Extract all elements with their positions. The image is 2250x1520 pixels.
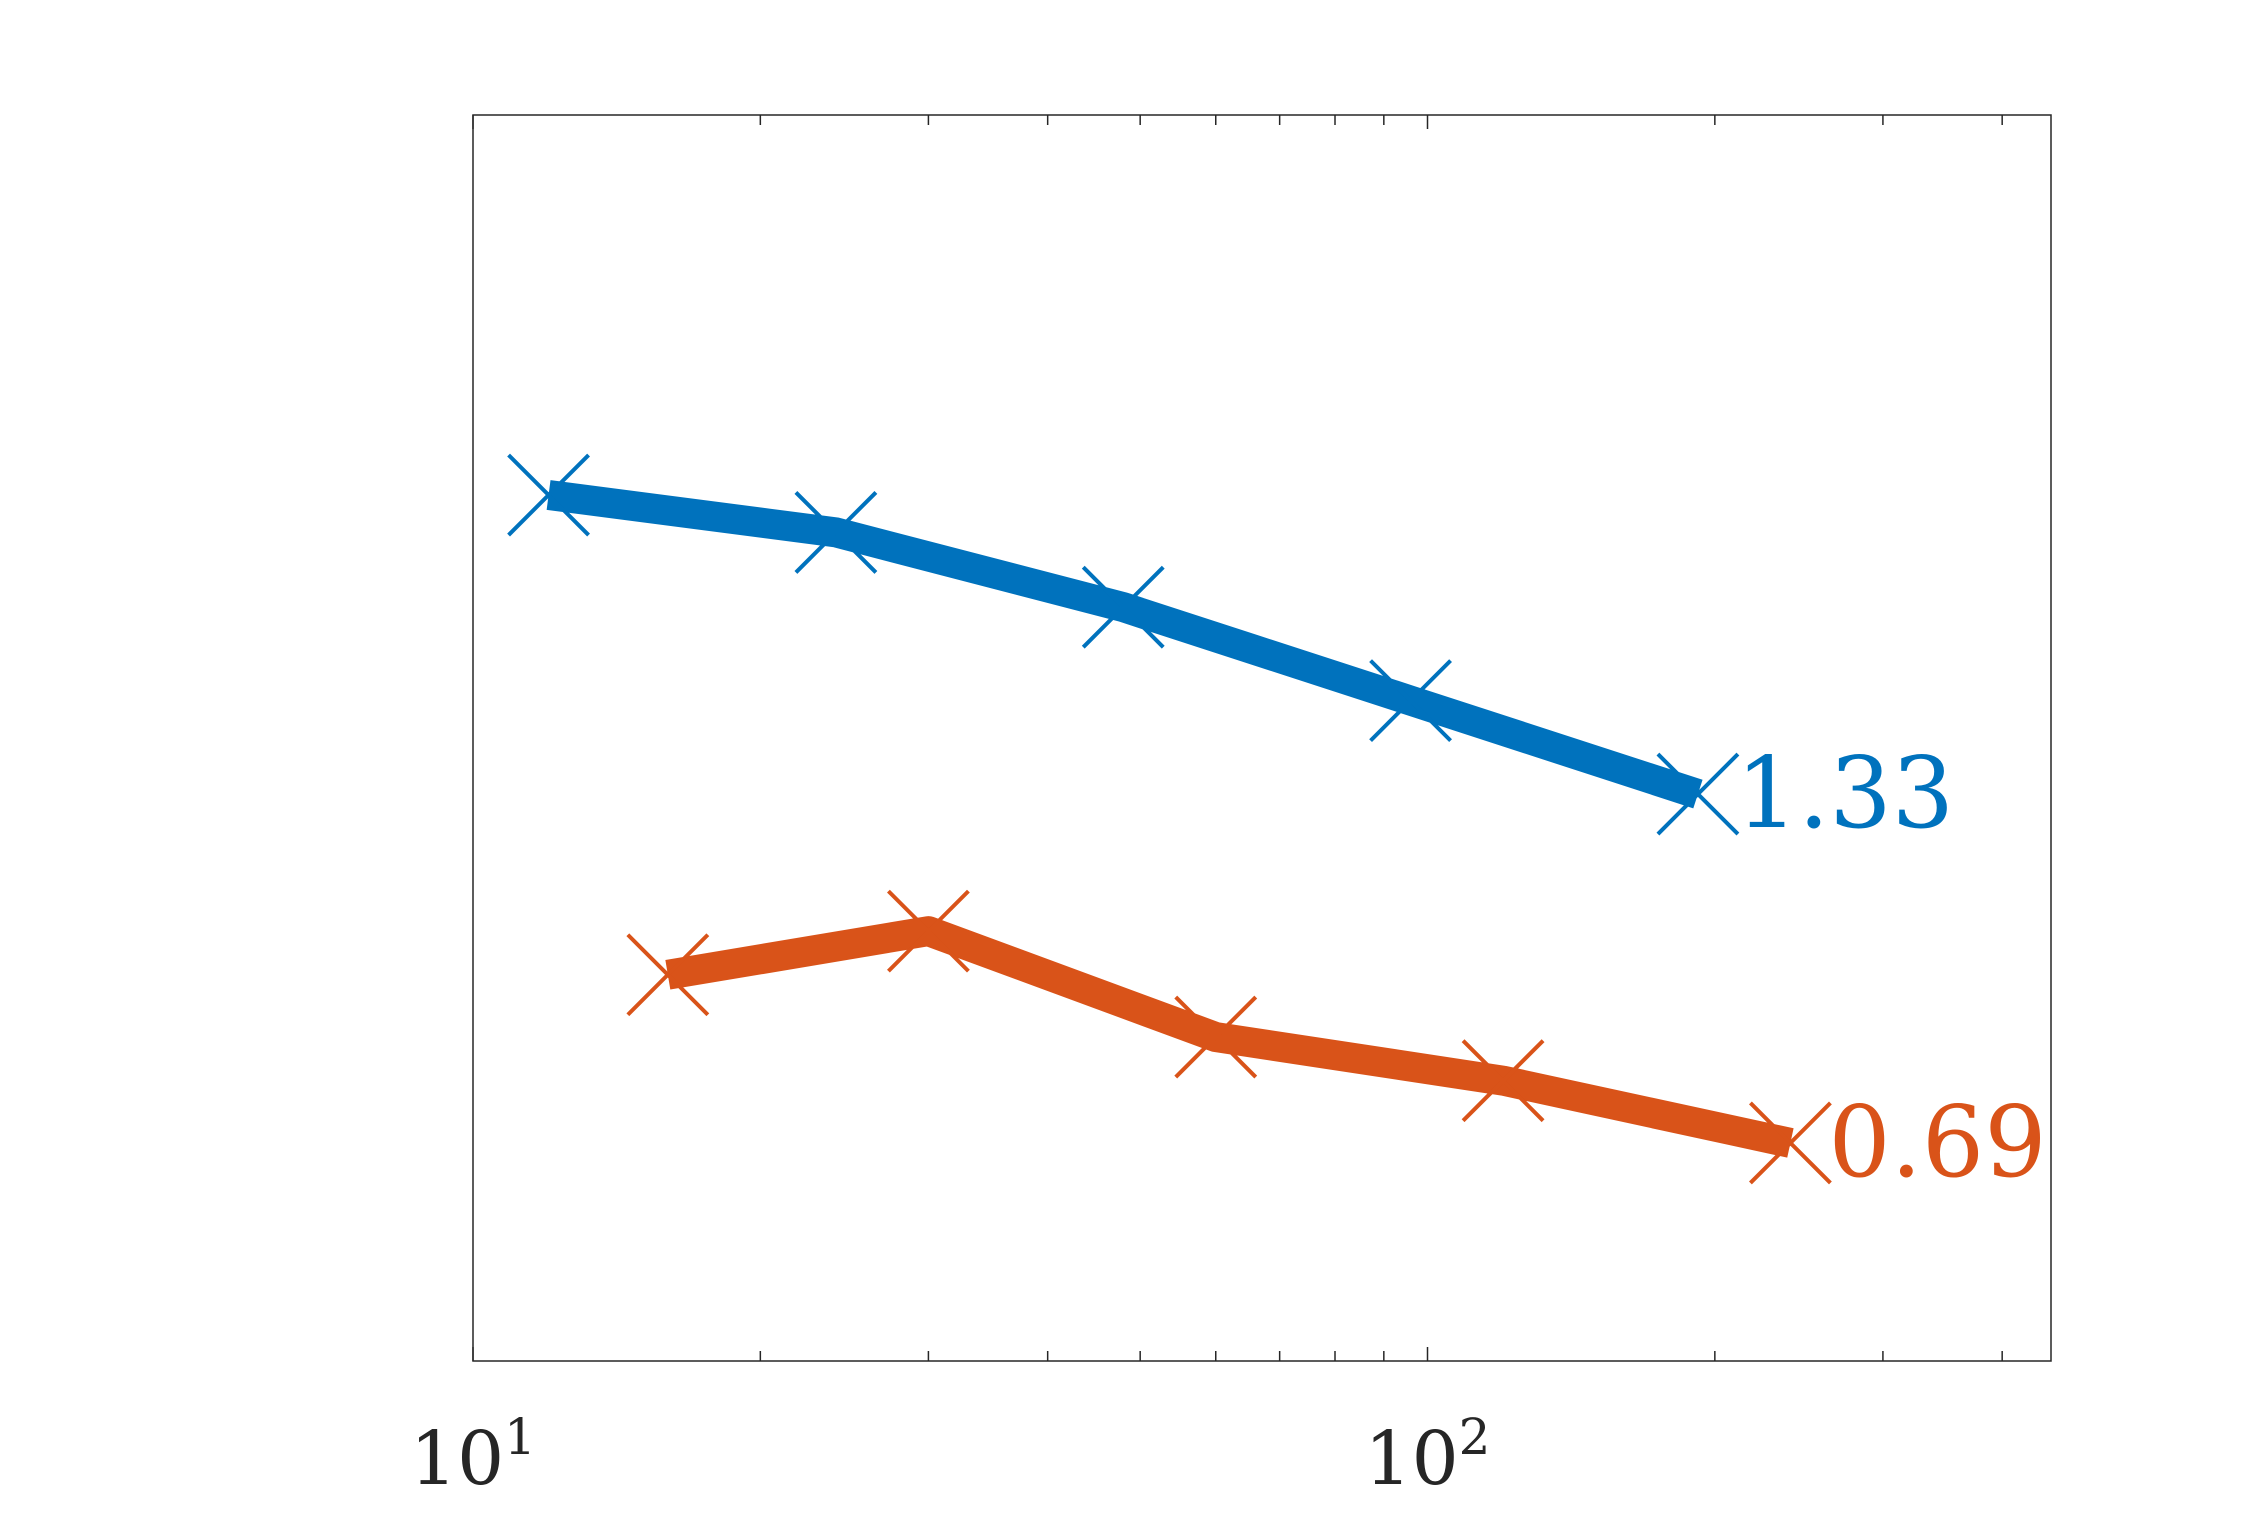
x-tick-label: 101 <box>410 1408 536 1502</box>
series-end-label: 1.33 <box>1736 737 1954 851</box>
x-tick-label-base: 10 <box>410 1416 504 1502</box>
series-layer: 1.33 0.69 <box>507 453 2047 1200</box>
data-point-marker <box>1749 1101 1832 1185</box>
x-tick-label-exponent: 1 <box>504 1408 536 1466</box>
x-tick-label-base: 10 <box>1365 1416 1459 1502</box>
series-2: 0.69 <box>626 889 2047 1200</box>
data-point-marker <box>1174 995 1258 1079</box>
data-point-marker <box>794 490 878 574</box>
data-point-marker <box>1369 659 1452 743</box>
data-point-marker <box>626 933 710 1017</box>
series-1: 1.33 <box>507 453 1954 851</box>
series-end-label: 0.69 <box>1828 1086 2046 1200</box>
x-tick-label: 102 <box>1365 1408 1491 1502</box>
x-tick-label-exponent: 2 <box>1459 1408 1491 1466</box>
data-point-marker <box>887 889 970 973</box>
x-tick-labels: 101 102 <box>410 1408 1490 1502</box>
data-point-marker <box>1656 752 1740 836</box>
data-point-marker <box>507 453 590 537</box>
x-ticks <box>472 115 2003 1361</box>
data-point-marker <box>1461 1039 1545 1123</box>
data-point-marker <box>1081 565 1165 649</box>
